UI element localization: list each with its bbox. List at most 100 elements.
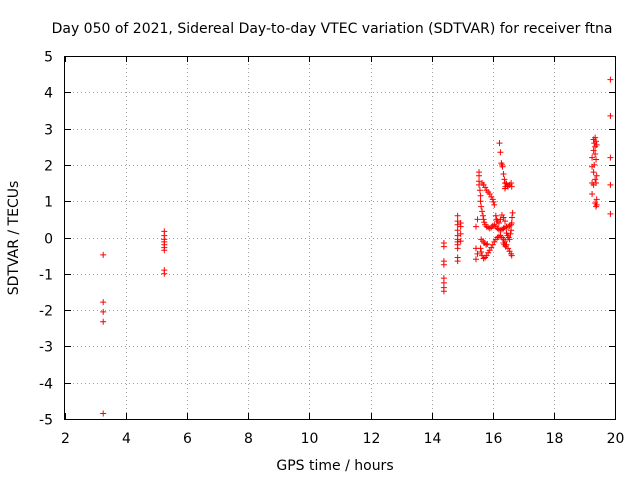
data-point [161, 270, 168, 277]
x-tick-label: 16 [485, 431, 503, 447]
data-point [496, 140, 503, 147]
data-point [472, 256, 479, 263]
x-tick-label: 8 [244, 431, 253, 447]
data-point [508, 219, 515, 226]
data-point [500, 214, 507, 221]
data-point [477, 198, 484, 205]
y-tick-label: 3 [44, 123, 53, 139]
data-point [476, 172, 483, 179]
y-tick-label: -4 [39, 377, 53, 393]
data-point [481, 219, 488, 226]
data-point [590, 147, 597, 154]
data-point [607, 181, 614, 188]
data-point [509, 214, 516, 221]
data-point [593, 138, 600, 145]
data-point [589, 154, 596, 161]
data-point [508, 183, 515, 190]
chart-title: Day 050 of 2021, Sidereal Day-to-day VTE… [52, 21, 613, 37]
data-point [497, 216, 504, 223]
data-point [506, 236, 513, 243]
data-point [507, 230, 514, 237]
data-point [607, 76, 614, 83]
data-point [440, 243, 447, 250]
x-tick-label: 18 [546, 431, 564, 447]
data-point [454, 258, 461, 265]
data-points [100, 76, 614, 417]
data-point [457, 223, 464, 230]
data-point [457, 230, 464, 237]
data-point [508, 252, 515, 259]
data-point [592, 176, 599, 183]
data-point [492, 212, 499, 219]
data-point [593, 180, 600, 187]
data-point [478, 203, 485, 210]
data-point [593, 201, 600, 208]
y-tick-label: 5 [44, 50, 53, 66]
data-point [100, 308, 107, 315]
x-tick-label: 10 [301, 431, 319, 447]
y-tick-label: -1 [39, 268, 53, 284]
x-tick-label: 6 [183, 431, 192, 447]
data-point [457, 238, 464, 245]
data-point [479, 208, 486, 215]
x-tick-label: 14 [424, 431, 442, 447]
data-point [508, 180, 515, 187]
x-tick-label: 20 [607, 431, 625, 447]
data-point [477, 245, 484, 252]
y-tick-label: 4 [44, 86, 53, 102]
data-point [593, 172, 600, 179]
data-point [502, 185, 508, 192]
data-point [508, 227, 515, 234]
data-point [489, 196, 496, 203]
data-point [509, 209, 516, 216]
grid [65, 56, 615, 419]
data-point [607, 154, 614, 161]
data-point [607, 210, 614, 217]
data-point [484, 241, 491, 248]
data-point [100, 410, 107, 417]
data-point [501, 176, 508, 183]
data-point [454, 245, 461, 252]
data-point [440, 261, 447, 268]
data-point [589, 190, 596, 197]
y-axis-label: SDTVAR / TECUs [6, 181, 22, 296]
data-point [478, 249, 485, 256]
y-tick-label: 2 [44, 159, 53, 175]
data-point [472, 223, 479, 230]
plot-frame [64, 56, 616, 420]
y-tick-label: 0 [44, 232, 53, 248]
data-point [592, 151, 599, 158]
data-point [100, 299, 107, 306]
data-point [502, 243, 509, 250]
x-tick-label: 2 [61, 431, 70, 447]
data-point [491, 201, 498, 208]
x-tick-label: 4 [122, 431, 131, 447]
y-tick-label: -2 [39, 304, 53, 320]
data-point [593, 196, 600, 203]
data-point [499, 163, 506, 170]
data-point [593, 141, 600, 148]
y-tick-label: 1 [44, 195, 53, 211]
data-point [477, 192, 484, 199]
x-axis-label: GPS time / hours [276, 458, 393, 474]
data-point [593, 156, 600, 163]
data-point [591, 161, 598, 168]
data-point [590, 169, 597, 176]
data-point [480, 255, 487, 262]
data-point [476, 187, 483, 194]
data-point [503, 230, 510, 237]
data-point [454, 212, 461, 219]
x-tick-label: 12 [363, 431, 381, 447]
data-point [607, 112, 614, 119]
data-point [474, 216, 481, 223]
data-point [474, 250, 481, 257]
data-point [440, 288, 447, 295]
data-point [483, 241, 490, 248]
data-point [454, 227, 461, 234]
data-point [100, 318, 107, 325]
data-point [100, 251, 107, 258]
data-point [495, 219, 502, 226]
data-point [500, 170, 507, 177]
data-point [454, 221, 461, 228]
